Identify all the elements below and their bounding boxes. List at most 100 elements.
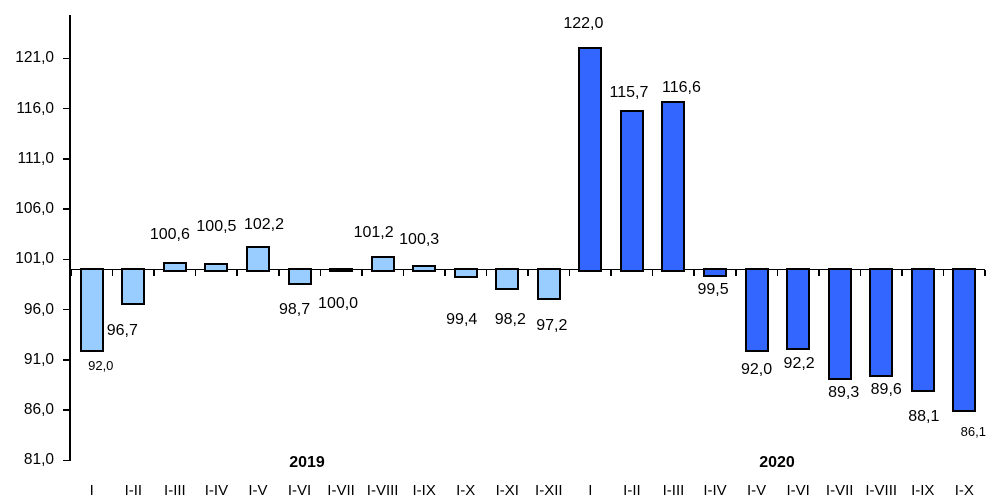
bar-value-label: 100,5 xyxy=(196,217,237,235)
y-tick-label: 121,0 xyxy=(15,49,54,67)
x-axis-line xyxy=(70,268,986,271)
x-axis-tick xyxy=(527,270,529,277)
y-tick-label: 101,0 xyxy=(15,250,54,268)
bar-value-label: 102,2 xyxy=(243,215,284,233)
bar xyxy=(827,267,852,380)
bar xyxy=(536,267,561,300)
bar xyxy=(619,109,644,272)
bar xyxy=(869,267,894,377)
category-label: I-II xyxy=(124,482,143,499)
y-tick-label: 116,0 xyxy=(16,99,54,117)
x-axis-tick xyxy=(485,270,488,277)
bar xyxy=(495,267,520,290)
x-axis-tick xyxy=(942,270,945,277)
x-axis-tick xyxy=(735,270,737,277)
bar xyxy=(703,267,728,277)
category-label: I-VIII xyxy=(865,482,898,499)
category-label: I-X xyxy=(456,482,476,499)
x-axis-tick xyxy=(236,270,238,277)
bar-value-label: 100,6 xyxy=(149,225,190,243)
bar xyxy=(786,267,811,350)
category-label: I-IV xyxy=(703,482,727,499)
y-axis-tick xyxy=(63,107,70,110)
category-label: I-VI xyxy=(287,482,312,499)
bar-value-label: 98,7 xyxy=(278,300,311,318)
y-axis-tick xyxy=(63,308,70,311)
category-label: I-VII xyxy=(825,482,854,499)
x-axis-tick xyxy=(194,270,197,277)
bar xyxy=(329,267,354,272)
bar-value-label: 86,1 xyxy=(960,423,986,439)
year-label-2019: 2019 xyxy=(289,454,325,471)
y-tick-label: 86,0 xyxy=(23,401,54,419)
bar-value-label: 97,2 xyxy=(536,316,568,334)
category-label: I-III xyxy=(164,482,186,499)
x-axis-tick xyxy=(776,270,779,277)
y-axis-tick xyxy=(63,158,70,160)
x-axis-tick xyxy=(361,270,363,277)
bar-value-label: 92,2 xyxy=(783,354,815,372)
bar xyxy=(370,255,395,272)
bar-value-label: 116,6 xyxy=(662,78,701,96)
category-label: I-II xyxy=(623,482,641,499)
bar-value-label: 88,1 xyxy=(908,407,940,425)
y-axis-tick xyxy=(63,359,70,361)
y-tick-label: 106,0 xyxy=(15,200,54,218)
bar xyxy=(245,245,270,272)
bar xyxy=(412,264,437,272)
x-axis-tick xyxy=(153,270,155,277)
y-tick-label: 111,0 xyxy=(17,149,55,167)
y-tick-label: 81,0 xyxy=(23,451,54,469)
x-axis-tick xyxy=(651,270,654,277)
y-tick-label: 91,0 xyxy=(23,350,54,368)
bar-value-label: 115,7 xyxy=(609,83,649,101)
x-axis-tick xyxy=(277,270,280,277)
bar-value-label: 100,3 xyxy=(399,230,440,248)
category-label: I xyxy=(89,482,94,499)
category-label: I-IX xyxy=(412,482,436,499)
y-tick-label: 96,0 xyxy=(23,300,54,318)
x-axis-tick xyxy=(984,270,986,277)
year-label-2020: 2020 xyxy=(759,454,795,471)
x-axis-tick xyxy=(444,270,446,277)
x-axis-tick xyxy=(818,270,820,277)
category-label: I-IX xyxy=(911,482,935,499)
bar xyxy=(952,267,977,412)
bar xyxy=(578,46,603,272)
category-label: I-VI xyxy=(786,482,810,499)
bar-value-label: 89,6 xyxy=(870,380,902,398)
y-axis-tick xyxy=(63,258,70,261)
x-axis-tick xyxy=(568,270,571,277)
bar-value-label: 99,5 xyxy=(697,280,729,298)
x-axis-tick xyxy=(111,270,114,277)
category-label: I xyxy=(588,482,593,499)
category-label: I-V xyxy=(248,482,268,499)
category-label: I-IV xyxy=(204,482,229,499)
bar xyxy=(287,267,312,285)
y-axis-tick xyxy=(63,57,70,60)
y-axis-tick xyxy=(63,409,70,411)
x-axis-tick xyxy=(319,270,322,277)
category-label: I-V xyxy=(746,482,767,499)
bar-value-label: 98,2 xyxy=(494,310,526,328)
y-axis-tick xyxy=(63,459,70,462)
bar-value-label: 96,7 xyxy=(106,321,138,339)
x-axis-tick xyxy=(402,270,405,277)
bar xyxy=(79,267,104,352)
bar-value-label: 89,3 xyxy=(828,383,860,401)
category-label: I-XI xyxy=(495,482,519,499)
bar-value-label: 122,0 xyxy=(563,14,604,32)
category-label: I-XII xyxy=(535,482,563,499)
bar xyxy=(121,267,146,305)
bar xyxy=(204,262,229,272)
category-label: I-VIII xyxy=(366,482,399,499)
bar xyxy=(744,267,769,352)
x-axis-tick xyxy=(859,270,862,277)
y-axis-tick xyxy=(63,208,70,210)
x-axis-tick xyxy=(70,270,72,277)
category-label: I-X xyxy=(954,482,974,499)
category-label: I-VII xyxy=(327,482,355,499)
x-axis-tick xyxy=(693,270,696,277)
bar xyxy=(910,267,935,392)
